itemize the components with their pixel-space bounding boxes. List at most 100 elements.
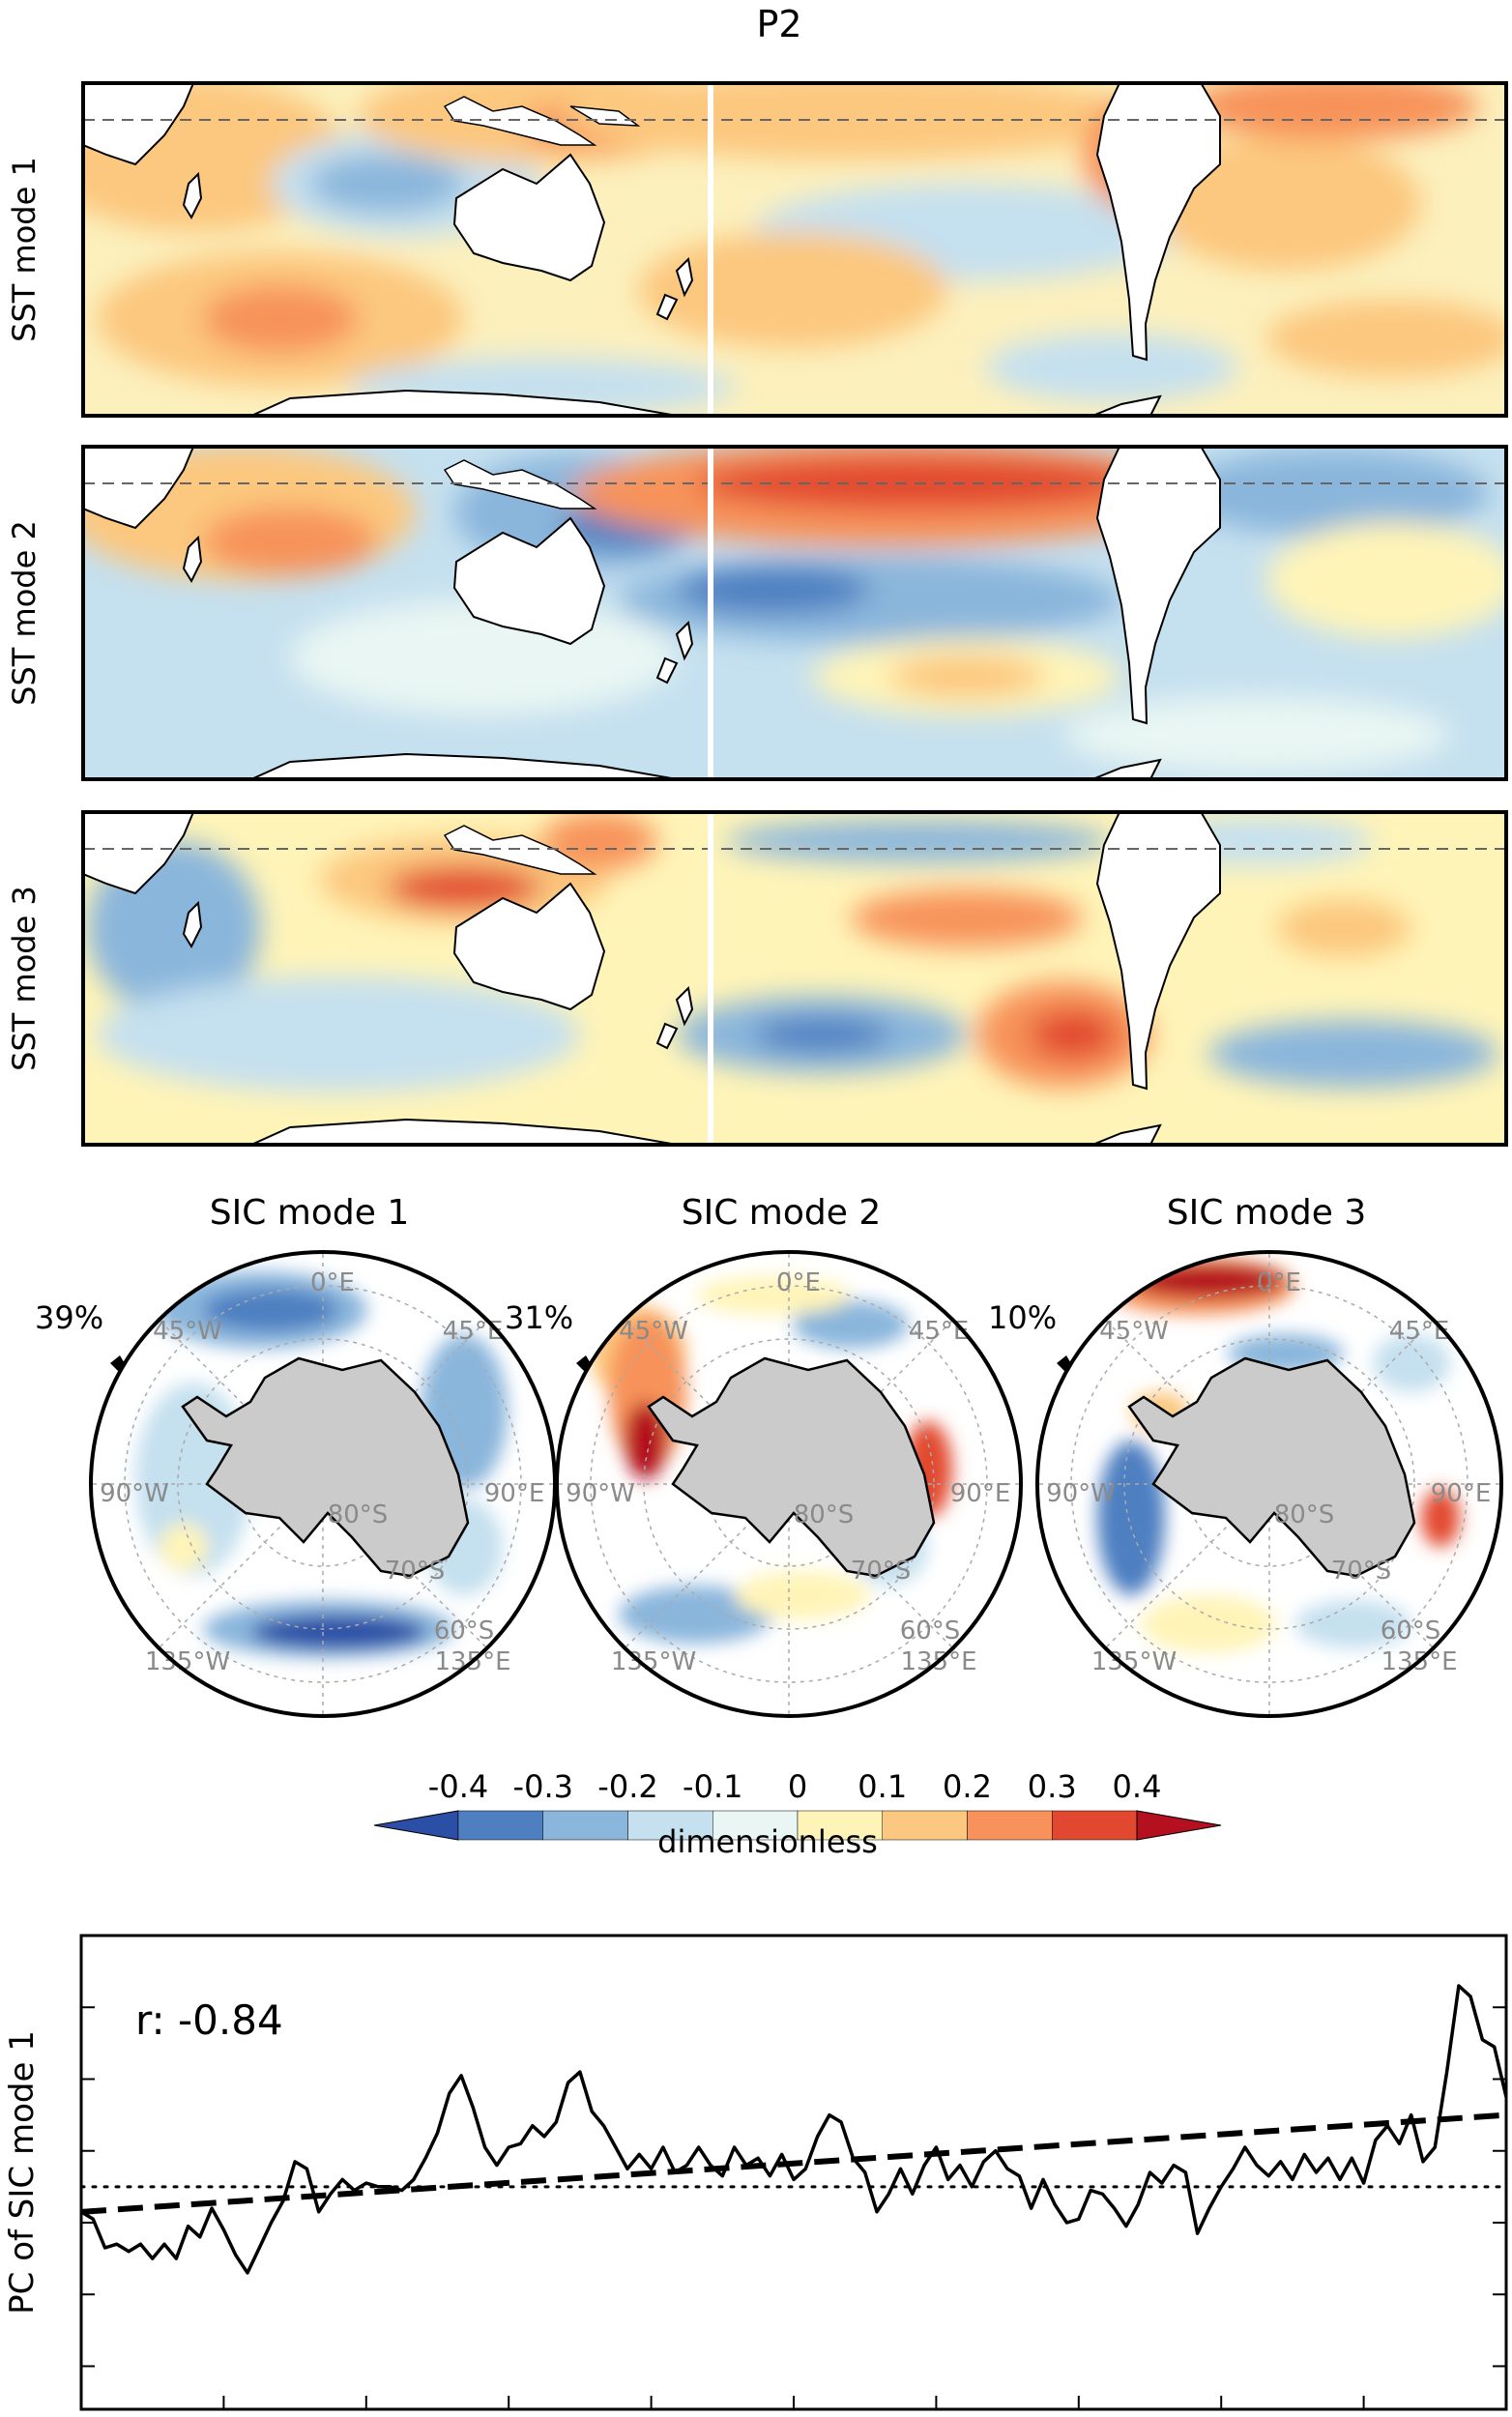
colorbar-segment — [712, 1810, 799, 1841]
colorbar-segment — [797, 1810, 883, 1841]
antarctica-landmass — [647, 1356, 936, 1578]
colorbar-tick-label: -0.1 — [683, 1768, 742, 1805]
landmass — [250, 389, 1162, 416]
colorbar-segment — [882, 1810, 968, 1841]
polar-coord-label: 45°E — [1389, 1317, 1450, 1346]
sst1-anomaly — [1189, 83, 1479, 140]
landmass — [250, 1118, 1162, 1145]
landmass — [452, 516, 606, 646]
sst3-anomaly — [541, 812, 657, 870]
landmass — [182, 900, 203, 949]
plot-frame — [79, 1934, 1508, 2411]
sst-panel-label: SST mode 2 — [6, 520, 43, 706]
landmass — [182, 535, 203, 584]
polar-coord-label: 45°W — [153, 1317, 222, 1346]
polar-coord-label: 70°S — [1331, 1557, 1392, 1586]
polar-frame — [1035, 1250, 1503, 1718]
sic-percent: 10% — [988, 1299, 1057, 1336]
polar-coord-label: 60°S — [434, 1616, 495, 1645]
polar-coord-label: 45°W — [1099, 1317, 1169, 1346]
sic3-anomaly — [1295, 1600, 1411, 1648]
sst3-anomaly — [1208, 1020, 1498, 1088]
landmass — [1095, 447, 1221, 725]
colorbar-tick-label: 0.4 — [1113, 1768, 1162, 1805]
axis-ticks — [81, 2006, 1506, 2409]
colorbar-segment — [542, 1810, 628, 1841]
figure-title: P2 — [756, 3, 801, 45]
sic2-anomaly — [696, 1276, 851, 1315]
landmass — [452, 153, 606, 282]
sst2-anomaly — [1266, 522, 1506, 638]
colorbar-tick-label: -0.3 — [513, 1768, 573, 1805]
sst-panel-2: SST mode 2 — [6, 445, 1508, 781]
landmass — [1095, 83, 1221, 362]
correlation-annotation: r: -0.84 — [135, 1996, 283, 2044]
landmass — [452, 882, 606, 1011]
sic3-anomaly — [1373, 1334, 1450, 1392]
sic1-anomaly — [251, 1615, 425, 1649]
sst1-anomaly — [561, 83, 1141, 160]
polar-coord-label: 0°E — [776, 1268, 821, 1297]
landmass — [443, 96, 641, 146]
landmass — [83, 447, 195, 530]
sst2-anomaly — [677, 566, 870, 614]
polar-coord-label: 80°S — [328, 1500, 389, 1529]
colorbar-extend-min — [373, 1810, 459, 1841]
latitude-circle — [177, 1338, 469, 1630]
sst2-anomaly — [203, 508, 377, 575]
sst3-anomaly — [387, 866, 541, 909]
colorbar-extend-max — [1136, 1810, 1222, 1841]
sst-panel-frame — [81, 445, 1508, 781]
sst-panel-frame — [81, 810, 1508, 1147]
polar-frame — [555, 1250, 1023, 1718]
colorbar: -0.4 -0.3 -0.2 -0.1 0 0.1 0.2 0.3 0.4 — [373, 1768, 1222, 1841]
sic-title: SIC mode 2 — [682, 1193, 882, 1233]
colorbar-tick-label: 0 — [788, 1768, 807, 1805]
sst-panel-frame — [81, 81, 1508, 418]
sic3-anomaly — [1421, 1489, 1460, 1547]
sic2-anomaly — [793, 1300, 909, 1349]
polar-coord-label: 70°S — [385, 1557, 446, 1586]
polar-coord-label: 60°S — [1381, 1616, 1441, 1645]
sst3-anomaly — [1030, 1010, 1117, 1059]
polar-coord-label: 90°W — [566, 1479, 635, 1508]
meridian-line — [624, 1319, 790, 1485]
sst2-anomaly — [1063, 696, 1450, 773]
polar-coord-label: 90°E — [950, 1479, 1011, 1508]
colorbar-tick-label: -0.2 — [597, 1768, 657, 1805]
landmass — [83, 83, 195, 166]
sic2-anomaly — [735, 1571, 870, 1619]
sst3-anomaly — [97, 976, 580, 1092]
colorbar-segment — [967, 1810, 1053, 1841]
polar-coord-label: 90°W — [100, 1479, 169, 1508]
landmass — [1095, 812, 1221, 1091]
polar-coord-label: 60°S — [900, 1616, 961, 1645]
sst1-anomaly — [986, 334, 1237, 401]
sst3-anomaly — [1276, 899, 1411, 957]
landmass — [83, 812, 195, 895]
polar-coord-label: 90°E — [484, 1479, 545, 1508]
sst2-anomaly — [1179, 450, 1489, 537]
polar-coord-label: 45°E — [443, 1317, 504, 1346]
y-axis-label: PC of SIC mode 1 — [3, 2030, 42, 2315]
polar-coord-label: 0°E — [1257, 1268, 1301, 1297]
polar-coord-label: 70°S — [851, 1557, 912, 1586]
colorbar-tick-label: 0.3 — [1028, 1768, 1077, 1805]
colorbar-tick-label: 0.1 — [858, 1768, 907, 1805]
sst3-anomaly — [754, 1017, 889, 1052]
trend-dashed-line — [81, 2111, 1506, 2215]
sic-percent: 39% — [35, 1299, 103, 1336]
pc-series-line — [81, 1984, 1506, 2275]
colorbar-tick-label: -0.4 — [428, 1768, 488, 1805]
sst1-anomaly — [309, 155, 464, 213]
polar-coord-label: 90°E — [1431, 1479, 1492, 1508]
polar-coord-label: 80°S — [794, 1500, 855, 1529]
sic-percent: 31% — [505, 1299, 573, 1336]
polar-coord-label: 45°E — [909, 1317, 970, 1346]
landmass — [250, 752, 1162, 779]
antarctica-landmass — [181, 1356, 470, 1578]
sst3-anomaly — [725, 820, 1112, 862]
sic2-anomaly — [625, 1402, 667, 1479]
polar-coord-label: 80°S — [1274, 1500, 1335, 1529]
